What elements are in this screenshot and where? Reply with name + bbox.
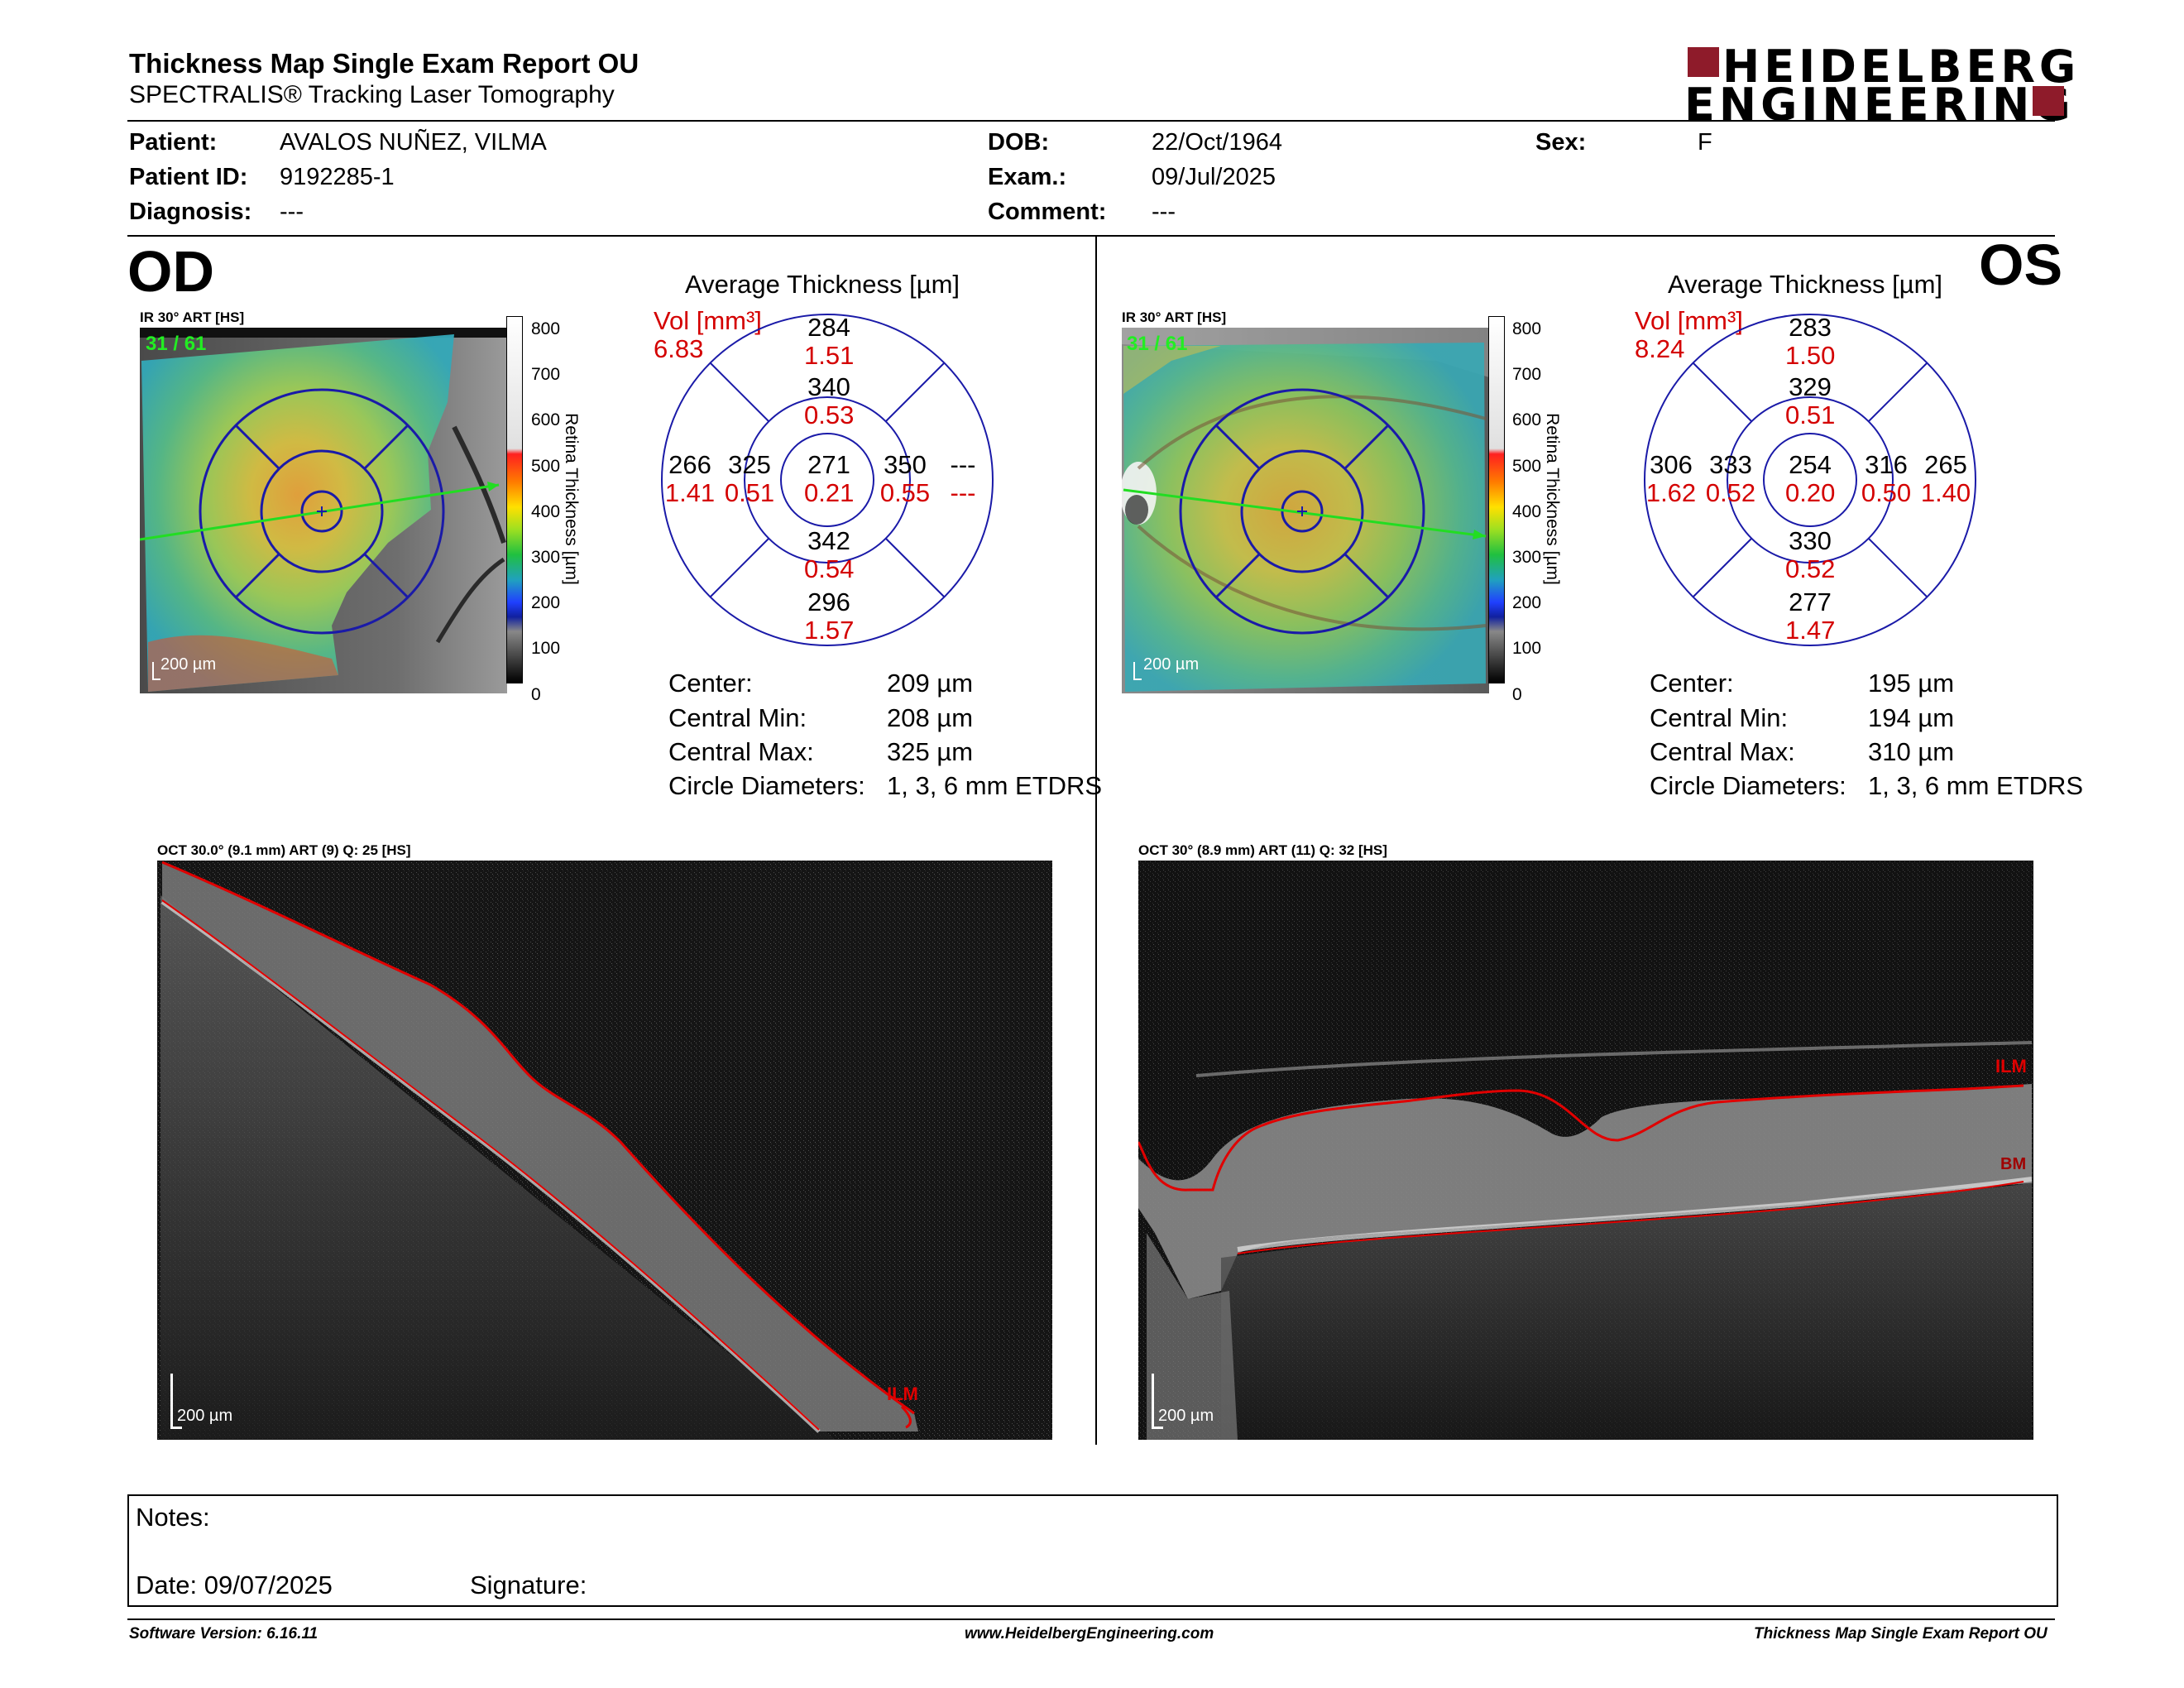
comment-value: ---	[1152, 199, 1176, 225]
patient-id: 9192285-1	[280, 164, 395, 190]
os-etdrs-grid	[1644, 314, 1976, 646]
comment-label: Comment:	[988, 199, 1107, 225]
od-oct-caption: OCT 30.0° (9.1 mm) ART (9) Q: 25 [HS]	[157, 842, 411, 858]
signature-label: Signature:	[470, 1571, 587, 1599]
od-oct-bscan-image	[157, 861, 1052, 1440]
report-title: Thickness Map Single Exam Report OU	[129, 48, 639, 79]
patient-name: AVALOS NUÑEZ, VILMA	[280, 129, 547, 156]
od-vol-label: Vol [mm³]	[654, 306, 762, 335]
os-oct-caption: OCT 30° (8.9 mm) ART (11) Q: 32 [HS]	[1138, 842, 1387, 858]
od-oct-ilm-label: ILM	[887, 1383, 918, 1404]
sex-value: F	[1698, 129, 1712, 156]
dob-label: DOB:	[988, 129, 1050, 156]
os-eye-label: OS	[1979, 233, 2063, 297]
os-thickness-map-image	[1122, 328, 1489, 693]
od-ir-scalebar: 200 µm	[160, 655, 217, 674]
od-etdrs-grid	[661, 314, 994, 646]
os-oct-scalebar: 200 µm	[1158, 1407, 1214, 1425]
os-oct-ilm-label: ILM	[1995, 1056, 2027, 1077]
od-frame-label: 31 / 61	[146, 333, 207, 355]
od-ir-caption: IR 30° ART [HS]	[140, 309, 245, 325]
od-avg-title: Average Thickness [µm]	[685, 270, 960, 299]
od-thickness-map-image	[140, 328, 507, 693]
os-ir-scalebar: 200 µm	[1143, 655, 1200, 674]
exam-value: 09/Jul/2025	[1152, 164, 1276, 190]
diagnosis-value: ---	[280, 199, 304, 225]
os-ir-caption: IR 30° ART [HS]	[1122, 309, 1227, 325]
od-eye-label: OD	[127, 239, 214, 304]
os-vol-value: 8.24	[1635, 334, 1685, 363]
exam-label: Exam.:	[988, 164, 1067, 190]
footer-report-name: Thickness Map Single Exam Report OU	[1754, 1625, 2048, 1642]
os-vol-label: Vol [mm³]	[1635, 306, 1743, 335]
os-oct-bm-label: BM	[2000, 1155, 2027, 1173]
date-label: Date: 09/07/2025	[136, 1571, 333, 1599]
footer-software-version: Software Version: 6.16.11	[129, 1625, 318, 1642]
sex-label: Sex:	[1535, 129, 1587, 156]
dob-value: 22/Oct/1964	[1152, 129, 1282, 156]
notes-label: Notes:	[136, 1503, 210, 1532]
footer-website: www.HeidelbergEngineering.com	[965, 1625, 1214, 1642]
notes-box	[127, 1494, 2058, 1607]
diagnosis-label: Diagnosis:	[129, 199, 252, 225]
patient-label: Patient:	[129, 129, 218, 156]
os-avg-title: Average Thickness [µm]	[1668, 270, 1943, 299]
patient-id-label: Patient ID:	[129, 164, 248, 190]
od-oct-scalebar: 200 µm	[177, 1407, 233, 1425]
od-vol-value: 6.83	[654, 334, 704, 363]
os-frame-label: 31 / 61	[1127, 333, 1188, 355]
os-oct-bscan-image	[1138, 861, 2033, 1440]
report-subtitle: SPECTRALIS® Tracking Laser Tomography	[129, 81, 615, 108]
